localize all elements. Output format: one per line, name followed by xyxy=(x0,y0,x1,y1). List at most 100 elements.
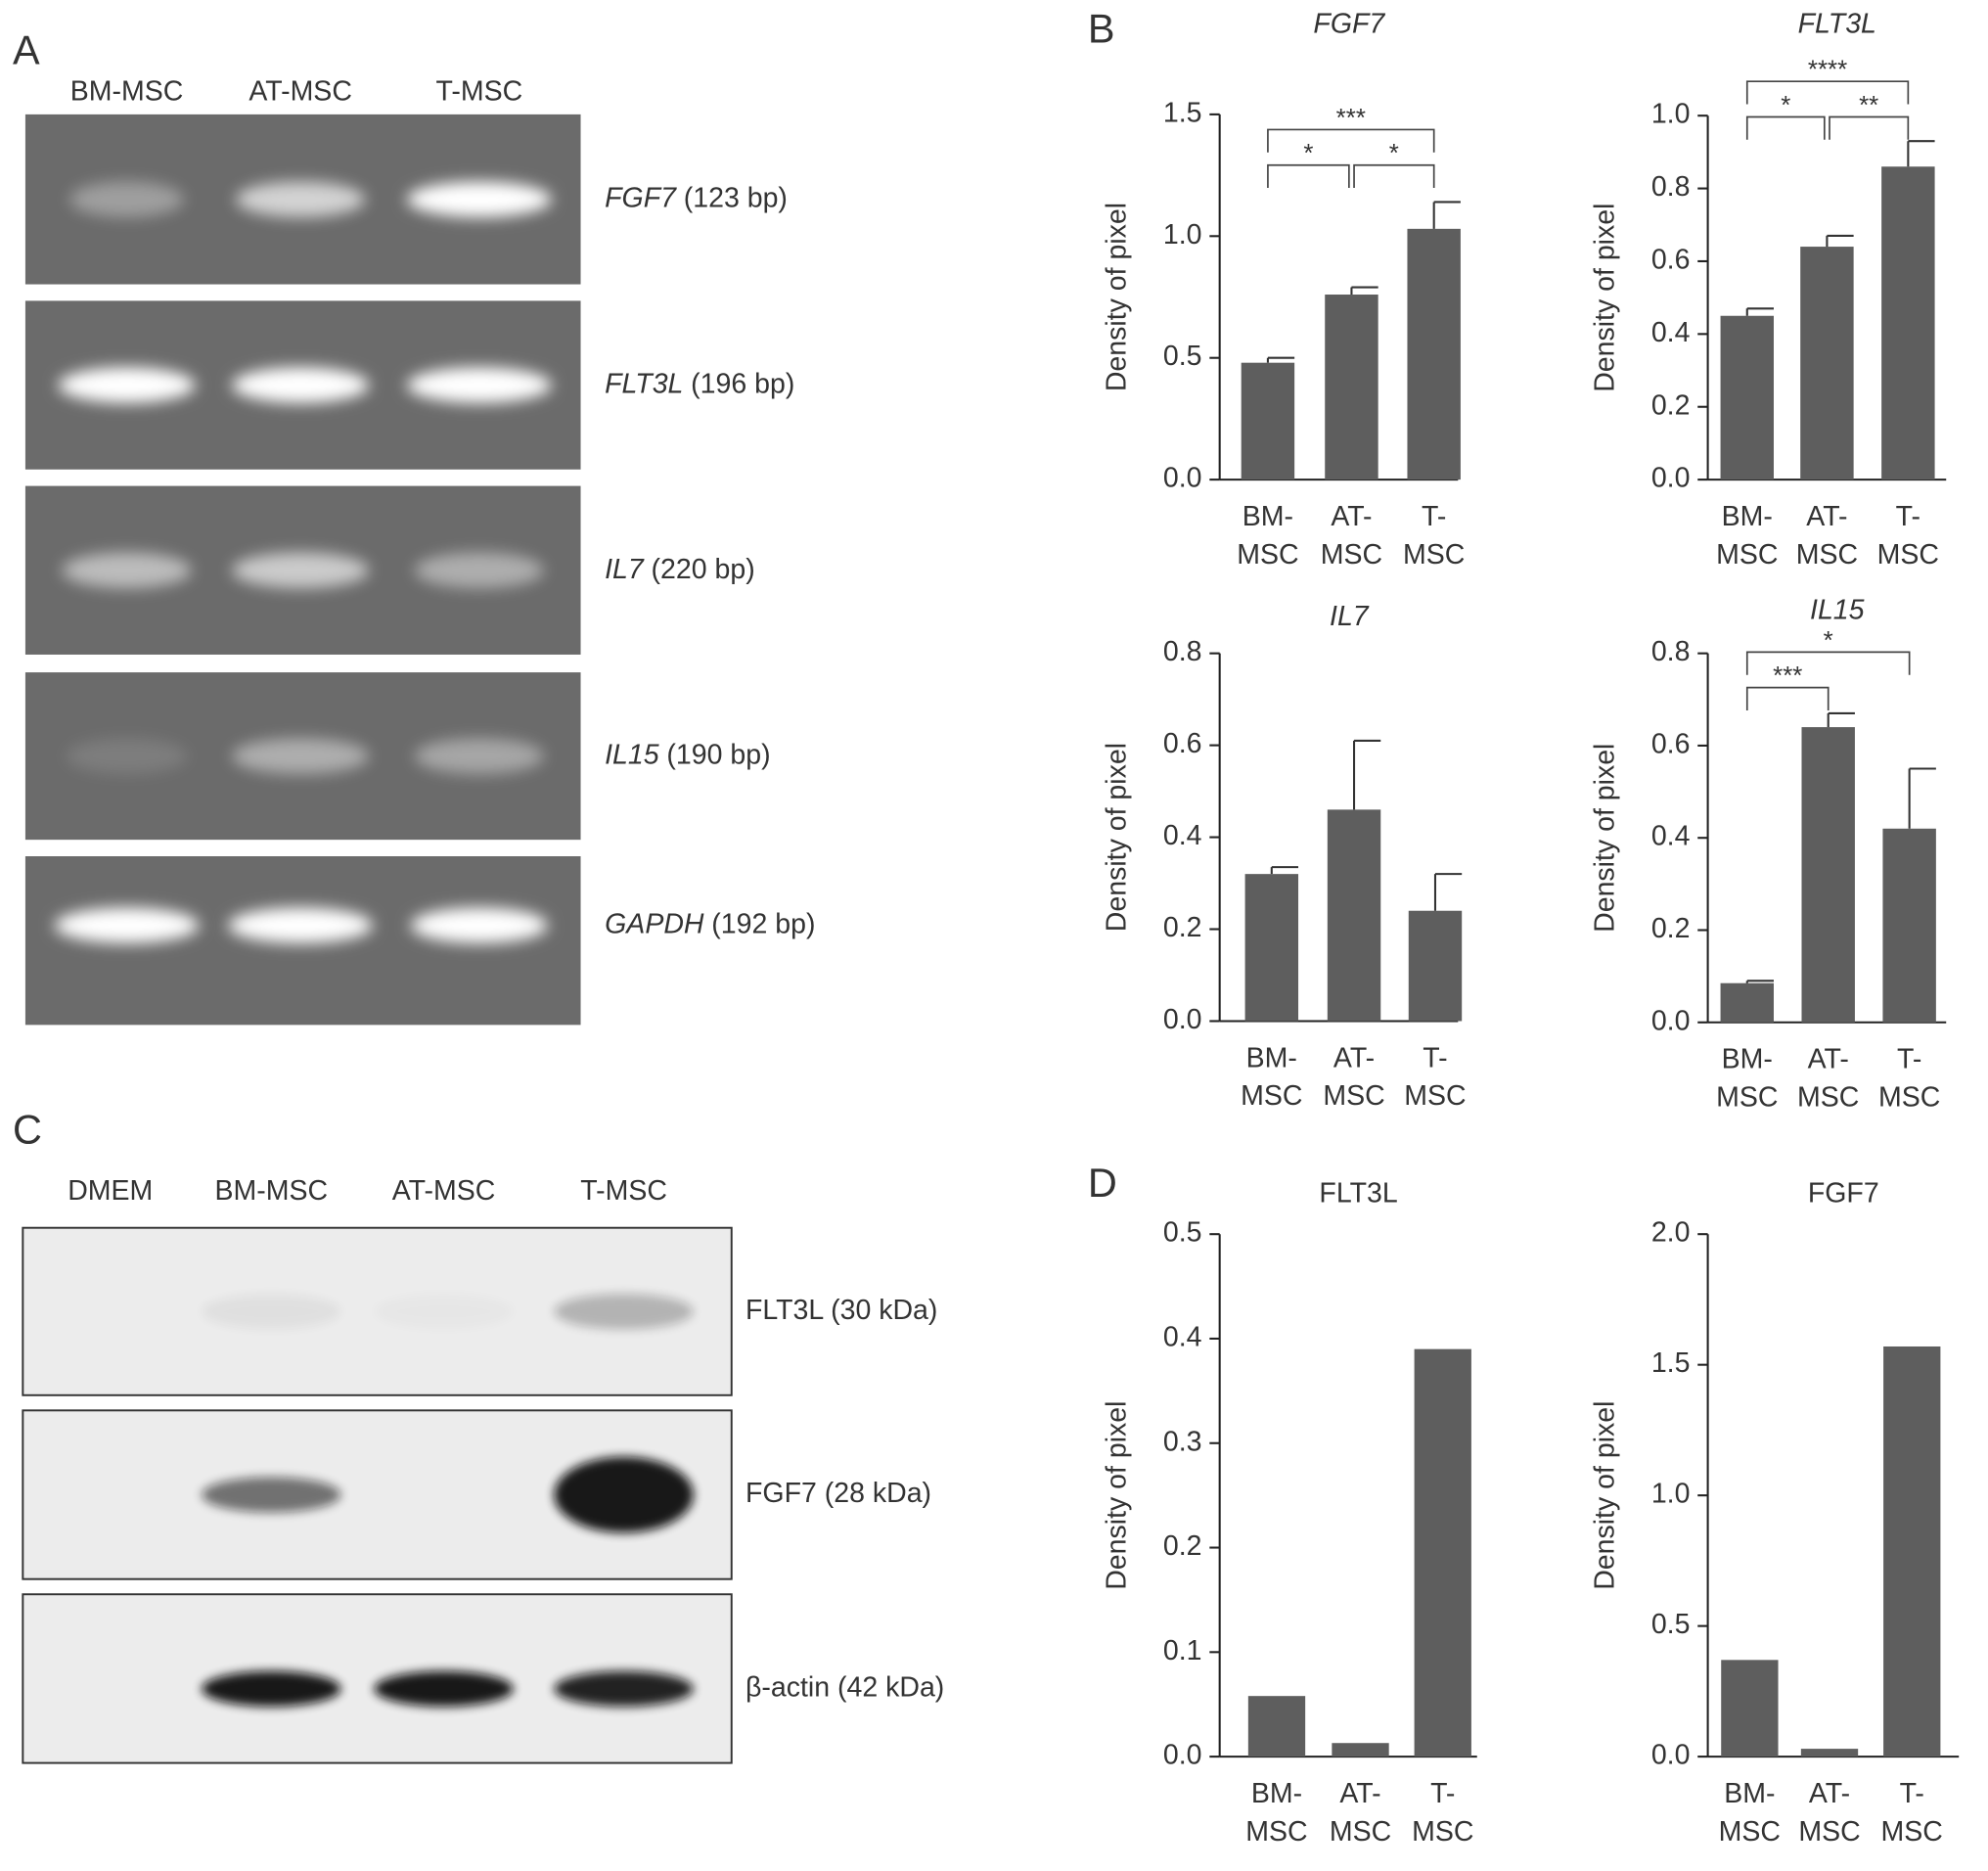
band-label: β-actin (42 kDa) xyxy=(746,1671,944,1703)
bar xyxy=(1325,295,1378,480)
significance-label: * xyxy=(1389,140,1399,167)
significance-bracket xyxy=(1267,128,1435,153)
band-size: (196 bp) xyxy=(691,368,794,399)
band-size: (220 bp) xyxy=(652,553,755,584)
bar xyxy=(1247,1696,1306,1757)
bar xyxy=(1801,727,1855,1023)
chart-title: FGF7 xyxy=(1313,9,1385,40)
y-tick-label: 2.0 xyxy=(1651,1217,1691,1249)
y-tick-label: 0.5 xyxy=(1163,1217,1202,1249)
y-tick-label: 0.0 xyxy=(1163,463,1202,494)
bar xyxy=(1407,228,1461,480)
x-tick-label: BM-MSC xyxy=(1716,1043,1778,1113)
band-size: (190 bp) xyxy=(666,739,770,770)
chart-title: IL15 xyxy=(1810,594,1865,625)
blot-band xyxy=(202,1670,341,1707)
x-tick-label: AT-MSC xyxy=(1323,1042,1384,1112)
y-axis-label: Density of pixel xyxy=(1589,1401,1620,1590)
y-tick-label: 0.0 xyxy=(1651,1740,1691,1771)
blot-band xyxy=(554,1456,694,1533)
blot-band xyxy=(202,1477,341,1513)
y-tick-label: 0.0 xyxy=(1163,1740,1202,1771)
gel-band xyxy=(66,738,188,774)
error-bar xyxy=(1826,234,1854,248)
panel-label: D xyxy=(1088,1160,1117,1206)
significance-label: * xyxy=(1781,92,1790,119)
y-tick-label: 1.5 xyxy=(1163,97,1202,128)
bar xyxy=(1414,1348,1471,1757)
gel-band xyxy=(62,552,192,588)
x-tick-label: BM-MSC xyxy=(1719,1778,1781,1848)
gel-band xyxy=(54,907,200,943)
chart-title: FGF7 xyxy=(1808,1178,1879,1209)
significance-bracket xyxy=(1829,115,1910,140)
y-tick-label: 0.8 xyxy=(1651,636,1691,667)
x-tick-label: AT-MSC xyxy=(1797,1043,1859,1113)
y-tick-label: 0.0 xyxy=(1651,463,1691,494)
x-tick-label: T-MSC xyxy=(1404,1042,1466,1112)
blot-band xyxy=(374,1294,514,1329)
significance-bracket xyxy=(1267,163,1350,189)
y-tick-label: 0.2 xyxy=(1163,912,1202,943)
blot-band xyxy=(554,1670,694,1707)
lane-label: T-MSC xyxy=(580,1175,667,1207)
gel-band xyxy=(232,738,370,774)
y-tick-label: 0.2 xyxy=(1651,389,1691,421)
error-bar xyxy=(1353,739,1381,810)
y-tick-label: 1.0 xyxy=(1163,219,1202,251)
y-tick-label: 0.4 xyxy=(1163,820,1202,851)
x-tick-label: AT-MSC xyxy=(1796,501,1858,570)
y-tick-label: 0.6 xyxy=(1651,244,1691,275)
gene-name: IL7 xyxy=(605,553,645,584)
bar xyxy=(1883,1346,1941,1757)
y-tick-label: 1.0 xyxy=(1651,99,1691,130)
x-tick-label: BM-MSC xyxy=(1241,1042,1302,1112)
lane-label: AT-MSC xyxy=(392,1175,496,1207)
band-label: FLT3L (196 bp) xyxy=(605,368,794,399)
error-bar xyxy=(1827,711,1855,728)
gel-band xyxy=(414,552,544,588)
gene-name: IL15 xyxy=(605,739,659,770)
significance-label: * xyxy=(1303,140,1313,167)
x-tick-label: T-MSC xyxy=(1412,1778,1473,1848)
error-bar xyxy=(1266,356,1295,363)
band-label: FLT3L (30 kDa) xyxy=(746,1295,937,1326)
band-label: GAPDH (192 bp) xyxy=(605,908,815,939)
y-tick-label: 1.0 xyxy=(1651,1479,1691,1510)
significance-label: **** xyxy=(1808,57,1847,84)
bar xyxy=(1408,910,1463,1022)
significance-label: * xyxy=(1824,627,1833,655)
gene-name: FLT3L xyxy=(605,368,683,399)
lane-label: BM-MSC xyxy=(215,1175,329,1207)
band-label: IL7 (220 bp) xyxy=(605,553,755,584)
lane-label: AT-MSC xyxy=(248,75,352,107)
chart-title: FLT3L xyxy=(1319,1178,1397,1209)
significance-bracket xyxy=(1745,115,1826,140)
chart-title: IL7 xyxy=(1330,601,1370,632)
bar xyxy=(1332,1743,1389,1757)
y-axis-label: Density of pixel xyxy=(1102,1401,1133,1590)
x-tick-label: T-MSC xyxy=(1881,1778,1943,1848)
bar xyxy=(1882,828,1936,1023)
band-size: (123 bp) xyxy=(684,182,788,213)
y-axis-label: Density of pixel xyxy=(1589,744,1620,933)
significance-label: *** xyxy=(1336,105,1366,132)
bar xyxy=(1244,874,1299,1022)
x-tick-label: BM-MSC xyxy=(1237,501,1298,570)
x-tick-label: AT-MSC xyxy=(1330,1778,1391,1848)
error-bar xyxy=(1432,201,1461,229)
gel-band xyxy=(406,181,552,217)
x-tick-label: AT-MSC xyxy=(1798,1778,1860,1848)
error-bar xyxy=(1433,873,1463,911)
blot-band xyxy=(554,1294,694,1330)
gel-band xyxy=(232,367,370,403)
y-tick-label: 0.6 xyxy=(1163,728,1202,759)
y-tick-label: 0.4 xyxy=(1651,317,1691,348)
gel-band xyxy=(410,907,548,943)
bar xyxy=(1881,166,1935,480)
bar xyxy=(1721,1660,1779,1757)
y-tick-label: 0.4 xyxy=(1163,1322,1202,1353)
bar xyxy=(1720,315,1774,480)
y-tick-label: 0.8 xyxy=(1163,636,1202,667)
gel-band xyxy=(406,367,552,403)
